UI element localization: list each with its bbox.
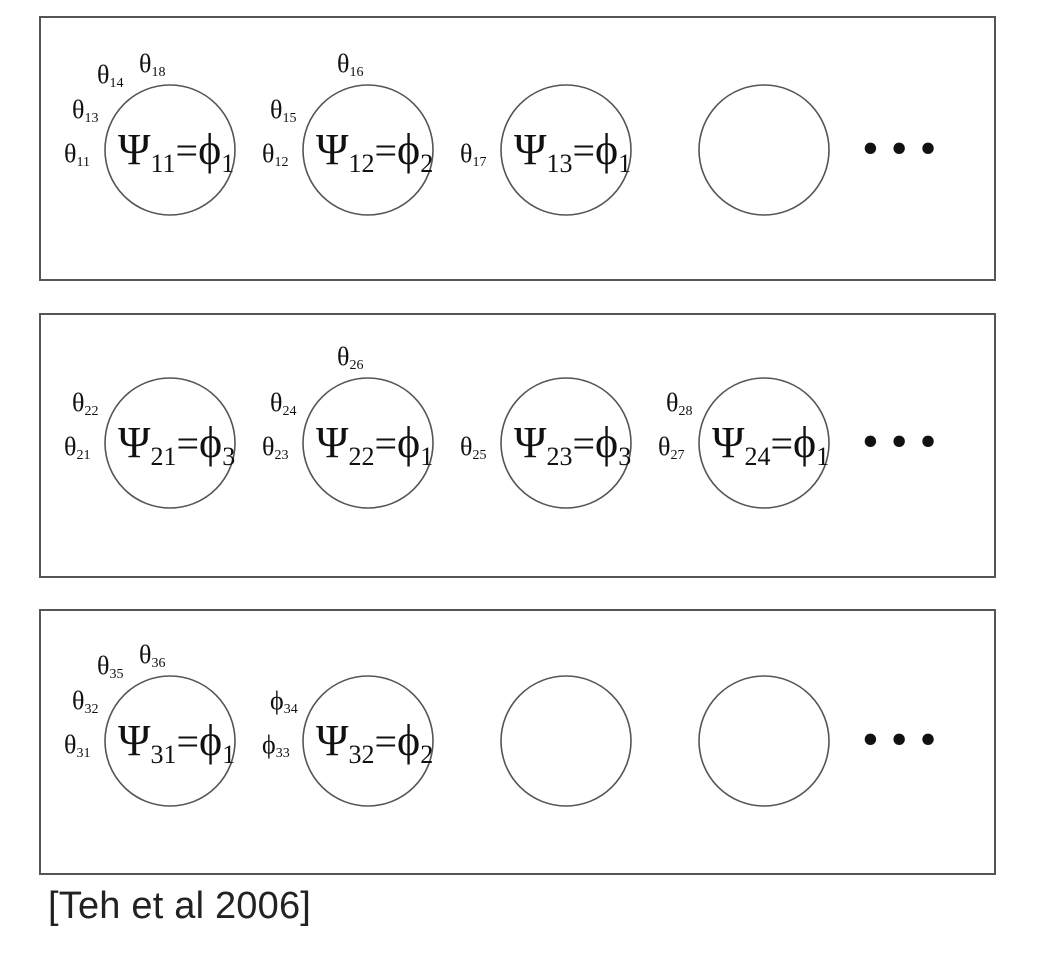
table-circle: [698, 675, 830, 807]
ellipsis-more-tables: • • •: [862, 415, 936, 468]
customer-label: θ24: [270, 388, 296, 419]
table-circle: [104, 675, 236, 807]
citation-caption: [Teh et al 2006]: [48, 885, 312, 927]
customer-label: θ26: [337, 342, 363, 373]
customer-label: ϕ33: [262, 730, 290, 761]
customer-label: θ28: [666, 388, 692, 419]
table-circle: [302, 377, 434, 509]
table-3-2: Ψ32=ϕ2 ϕ33 ϕ34: [262, 675, 434, 807]
table-assignment-label: Ψ13=ϕ1: [514, 125, 631, 178]
customer-label: θ21: [64, 432, 90, 463]
table-circle: [500, 377, 632, 509]
table-assignment-label: Ψ21=ϕ3: [118, 418, 235, 471]
table-2-3: Ψ23=ϕ3 θ25: [460, 377, 632, 509]
table-circle: [698, 377, 830, 509]
customer-label: θ12: [262, 139, 288, 170]
customer-label: θ22: [72, 388, 98, 419]
customer-label: θ27: [658, 432, 684, 463]
table-circle: [500, 84, 632, 216]
table-3-4: [698, 675, 830, 807]
ellipsis-more-tables: • • •: [862, 713, 936, 766]
table-circle: [302, 675, 434, 807]
customer-label: θ18: [139, 49, 165, 80]
customer-label: θ14: [97, 60, 123, 91]
table-assignment-label: Ψ12=ϕ2: [316, 125, 433, 178]
table-1-4: [698, 84, 830, 216]
table-assignment-label: Ψ23=ϕ3: [514, 418, 631, 471]
table-1-2: Ψ12=ϕ2 θ12 θ15 θ16: [262, 49, 434, 216]
restaurant-box: [39, 313, 996, 578]
table-circle: [302, 84, 434, 216]
customer-label: θ17: [460, 139, 486, 170]
restaurant-row-1: Ψ11=ϕ1 θ11 θ13 θ14 θ18 Ψ12=ϕ2 θ12 θ15 θ16 Ψ13=ϕ1 θ…: [39, 16, 996, 281]
table-3-3: [500, 675, 632, 807]
ellipsis-more-tables: • • •: [862, 122, 936, 175]
restaurant-box: [39, 609, 996, 875]
table-assignment-label: Ψ32=ϕ2: [316, 716, 433, 769]
chinese-restaurant-franchise-diagram: Ψ11=ϕ1 θ11 θ13 θ14 θ18 Ψ12=ϕ2 θ12 θ15 θ16 Ψ13=ϕ1 θ…: [39, 16, 996, 875]
table-assignment-label: Ψ24=ϕ1: [712, 418, 829, 471]
restaurant-box: [39, 16, 996, 281]
restaurant-row-2: Ψ21=ϕ3 θ21 θ22 Ψ22=ϕ1 θ23 θ24 θ26 Ψ23=ϕ3 θ25 Ψ24=…: [39, 313, 996, 578]
customer-label: θ32: [72, 686, 98, 717]
table-assignment-label: Ψ22=ϕ1: [316, 418, 433, 471]
table-2-2: Ψ22=ϕ1 θ23 θ24 θ26: [262, 342, 434, 509]
table-circle: [104, 377, 236, 509]
table-2-1: Ψ21=ϕ3 θ21 θ22: [64, 377, 236, 509]
customer-label: θ11: [64, 139, 90, 170]
table-1-3: Ψ13=ϕ1 θ17: [460, 84, 632, 216]
customer-label: θ35: [97, 651, 123, 682]
table-assignment-label: Ψ31=ϕ1: [118, 716, 235, 769]
customer-label: θ36: [139, 640, 165, 671]
customer-label: θ16: [337, 49, 363, 80]
customer-label: θ31: [64, 730, 90, 761]
customer-label: θ15: [270, 95, 296, 126]
table-2-4: Ψ24=ϕ1 θ27 θ28: [658, 377, 830, 509]
table-circle: [104, 84, 236, 216]
restaurant-row-3: Ψ31=ϕ1 θ31 θ32 θ35 θ36 Ψ32=ϕ2 ϕ33 ϕ34 • • •: [39, 609, 996, 875]
table-circle: [500, 675, 632, 807]
customer-label: ϕ34: [270, 686, 298, 717]
table-1-1: Ψ11=ϕ1 θ11 θ13 θ14 θ18: [64, 49, 236, 216]
customer-label: θ25: [460, 432, 486, 463]
customer-label: θ13: [72, 95, 98, 126]
customer-label: θ23: [262, 432, 288, 463]
table-3-1: Ψ31=ϕ1 θ31 θ32 θ35 θ36: [64, 640, 236, 807]
table-assignment-label: Ψ11=ϕ1: [118, 125, 234, 178]
table-circle: [698, 84, 830, 216]
